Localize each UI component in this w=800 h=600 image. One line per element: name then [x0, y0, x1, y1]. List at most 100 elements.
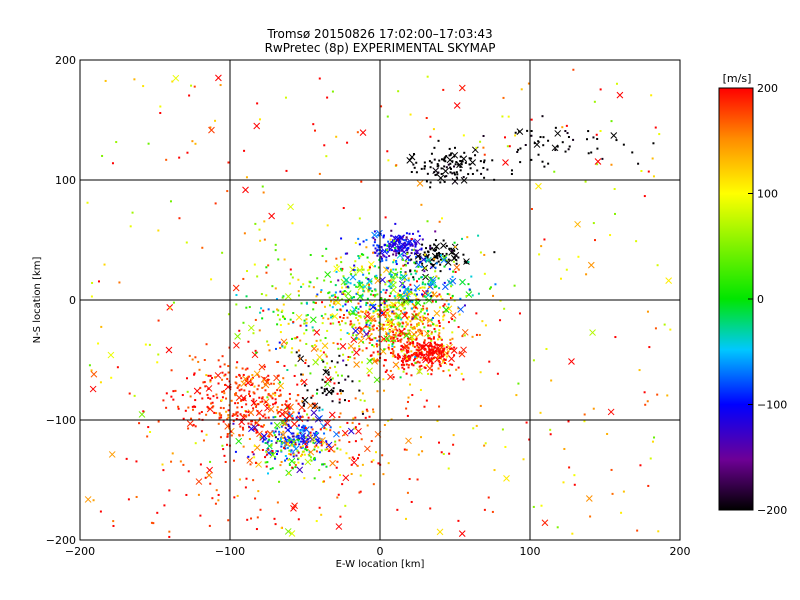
data-point	[448, 247, 451, 250]
data-point	[227, 161, 230, 164]
data-point-x	[616, 91, 624, 99]
data-point-x	[416, 368, 423, 375]
data-point	[227, 414, 230, 417]
data-point	[257, 490, 260, 493]
data-point	[413, 325, 416, 328]
data-point	[386, 267, 389, 270]
data-point	[251, 376, 254, 379]
y-tick-label: 100	[55, 174, 76, 187]
data-point	[268, 438, 271, 441]
data-point	[288, 413, 291, 416]
data-point	[325, 355, 328, 358]
data-point	[401, 361, 404, 364]
data-point	[194, 425, 197, 428]
data-point	[415, 354, 418, 357]
data-point-x	[469, 159, 476, 166]
data-point	[340, 261, 343, 264]
data-point-x	[281, 419, 289, 427]
data-point	[100, 325, 103, 328]
data-point	[424, 253, 427, 256]
data-point	[209, 380, 212, 383]
data-point	[359, 490, 362, 493]
colorbar-label: [m/s]	[723, 72, 752, 85]
data-point	[240, 377, 243, 380]
data-point	[416, 478, 419, 481]
data-point	[341, 483, 344, 486]
data-point	[366, 410, 369, 413]
data-point-x	[232, 284, 240, 292]
data-point	[225, 410, 228, 413]
data-point	[325, 428, 328, 431]
data-point	[358, 348, 361, 351]
data-point	[592, 222, 595, 225]
data-point	[264, 401, 267, 404]
data-point	[481, 320, 484, 323]
data-point	[276, 412, 279, 415]
data-point	[565, 268, 568, 271]
data-point	[440, 158, 443, 161]
data-point	[631, 151, 634, 154]
data-point	[483, 176, 486, 179]
data-point	[454, 163, 457, 166]
data-point	[336, 374, 339, 377]
data-point	[265, 379, 268, 382]
data-point	[360, 253, 363, 256]
data-point-x	[574, 220, 581, 228]
data-point	[275, 453, 278, 456]
data-point	[389, 292, 392, 295]
data-point	[656, 264, 659, 267]
data-point	[396, 337, 399, 340]
data-point	[353, 357, 356, 360]
scatter-points	[84, 68, 673, 538]
data-point	[383, 303, 386, 306]
data-point-x	[461, 328, 469, 336]
data-point	[381, 327, 384, 330]
data-point	[350, 273, 353, 276]
data-point	[224, 460, 227, 463]
data-point	[255, 405, 258, 408]
data-point	[266, 396, 269, 399]
data-point	[430, 339, 433, 342]
data-point	[172, 398, 175, 401]
data-point	[383, 306, 386, 309]
data-point	[194, 442, 197, 445]
data-point	[291, 444, 294, 447]
data-point	[371, 290, 374, 293]
data-point	[404, 357, 407, 360]
data-point	[367, 290, 370, 293]
data-point	[293, 438, 296, 441]
data-point	[385, 266, 388, 269]
data-point	[283, 258, 286, 261]
data-point	[383, 298, 386, 301]
data-point	[252, 398, 255, 401]
data-point	[433, 158, 436, 161]
data-point	[463, 151, 466, 154]
data-point	[355, 292, 358, 295]
data-point	[377, 266, 380, 269]
data-point	[150, 521, 153, 524]
data-point	[290, 441, 293, 444]
data-point	[387, 332, 390, 335]
data-point	[172, 301, 175, 304]
data-point	[172, 390, 175, 393]
data-point	[657, 530, 660, 533]
data-point	[325, 465, 328, 468]
data-point	[420, 203, 423, 206]
data-point	[191, 405, 194, 408]
data-point	[438, 352, 441, 355]
data-point	[267, 374, 270, 377]
data-point	[368, 415, 371, 418]
data-point	[298, 357, 301, 360]
data-point	[455, 368, 458, 371]
data-point	[567, 136, 570, 139]
data-point-x	[460, 346, 467, 354]
data-point	[429, 341, 432, 344]
data-point	[159, 105, 162, 108]
data-point	[464, 161, 467, 164]
data-point	[519, 147, 522, 150]
data-point	[272, 403, 275, 406]
data-point-x	[408, 153, 416, 161]
data-point	[276, 450, 279, 453]
data-point	[366, 424, 369, 427]
data-point	[261, 317, 264, 320]
